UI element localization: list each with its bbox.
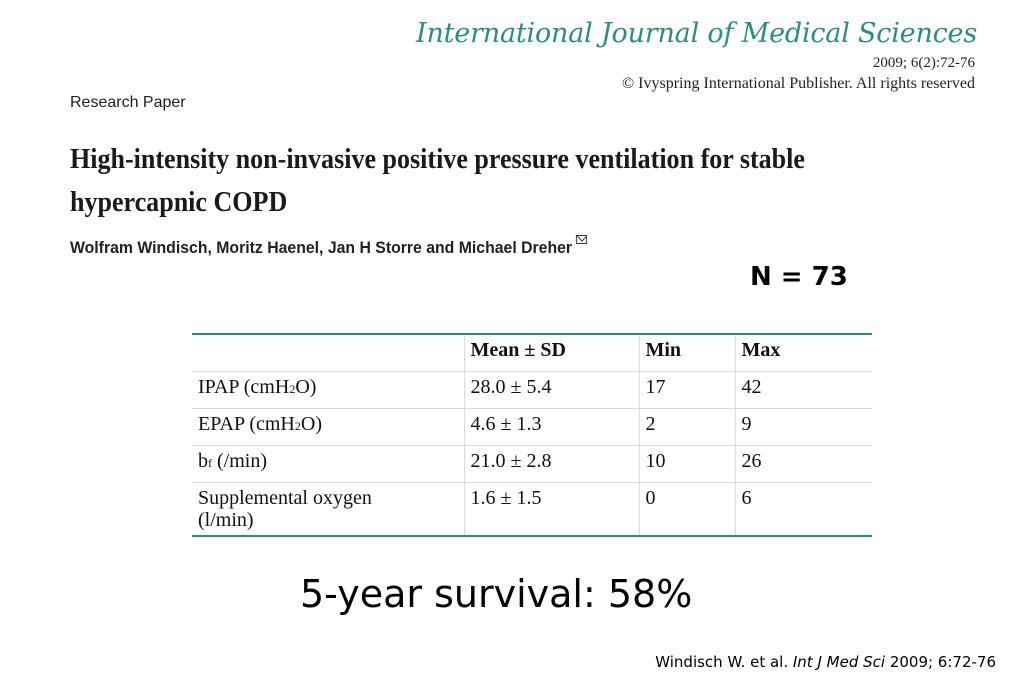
survival-statistic: 5-year survival: 58%: [300, 572, 693, 616]
mean-sd-cell: 4.6 ± 1.3: [463, 408, 640, 446]
table-row: bf (/min) 21.0 ± 2.8 10 26: [192, 445, 872, 483]
author-list: Wolfram Windisch, Moritz Haenel, Jan H S…: [70, 235, 587, 258]
mean-sd-cell: 28.0 ± 5.4: [463, 371, 640, 409]
min-cell: 10: [638, 445, 736, 483]
table-row: IPAP (cmH2O) 28.0 ± 5.4 17 42: [192, 371, 872, 409]
sample-size-label: N = 73: [750, 262, 848, 292]
journal-citation: 2009; 6(2):72-76: [872, 55, 975, 71]
table-row: Supplemental oxygen (l/min) 1.6 ± 1.5 0 6: [192, 482, 872, 536]
column-header-max: Max: [734, 334, 872, 372]
column-header-min: Min: [638, 334, 736, 372]
article-type-label: Research Paper: [70, 94, 186, 111]
max-cell: 26: [734, 445, 872, 483]
journal-title: International Journal of Medical Science…: [416, 18, 977, 49]
paper-title-line-2: hypercapnic COPD: [70, 187, 288, 218]
parameter-cell: Supplemental oxygen (l/min): [192, 482, 465, 536]
reference-citation: Windisch W. et al. Int J Med Sci 2009; 6…: [655, 653, 996, 671]
ventilation-settings-table: Mean ± SD Min Max IPAP (cmH2O) 28.0 ± 5.…: [192, 333, 872, 537]
copyright-notice: © Ivyspring International Publisher. All…: [622, 75, 975, 92]
max-cell: 6: [734, 482, 872, 536]
envelope-icon[interactable]: [575, 235, 587, 244]
min-cell: 0: [638, 482, 736, 536]
min-cell: 17: [638, 371, 736, 409]
column-header-parameter: [192, 334, 465, 372]
max-cell: 9: [734, 408, 872, 446]
parameter-cell: bf (/min): [192, 445, 465, 483]
min-cell: 2: [638, 408, 736, 446]
author-names: Wolfram Windisch, Moritz Haenel, Jan H S…: [70, 238, 573, 257]
reference-details: 2009; 6:72-76: [885, 653, 996, 671]
table-row: EPAP (cmH2O) 4.6 ± 1.3 2 9: [192, 408, 872, 446]
mean-sd-cell: 21.0 ± 2.8: [463, 445, 640, 483]
parameter-cell: IPAP (cmH2O): [192, 371, 465, 409]
paper-title: High-intensity non-invasive positive pre…: [70, 138, 851, 224]
paper-title-line-1: High-intensity non-invasive positive pre…: [70, 144, 805, 175]
parameter-cell: EPAP (cmH2O): [192, 408, 465, 446]
reference-journal: Int J Med Sci: [792, 653, 886, 671]
mean-sd-cell: 1.6 ± 1.5: [463, 482, 640, 536]
column-header-mean-sd: Mean ± SD: [463, 334, 640, 372]
max-cell: 42: [734, 371, 872, 409]
table-header-row: Mean ± SD Min Max: [192, 334, 872, 372]
reference-authors: Windisch W. et al.: [655, 653, 793, 671]
